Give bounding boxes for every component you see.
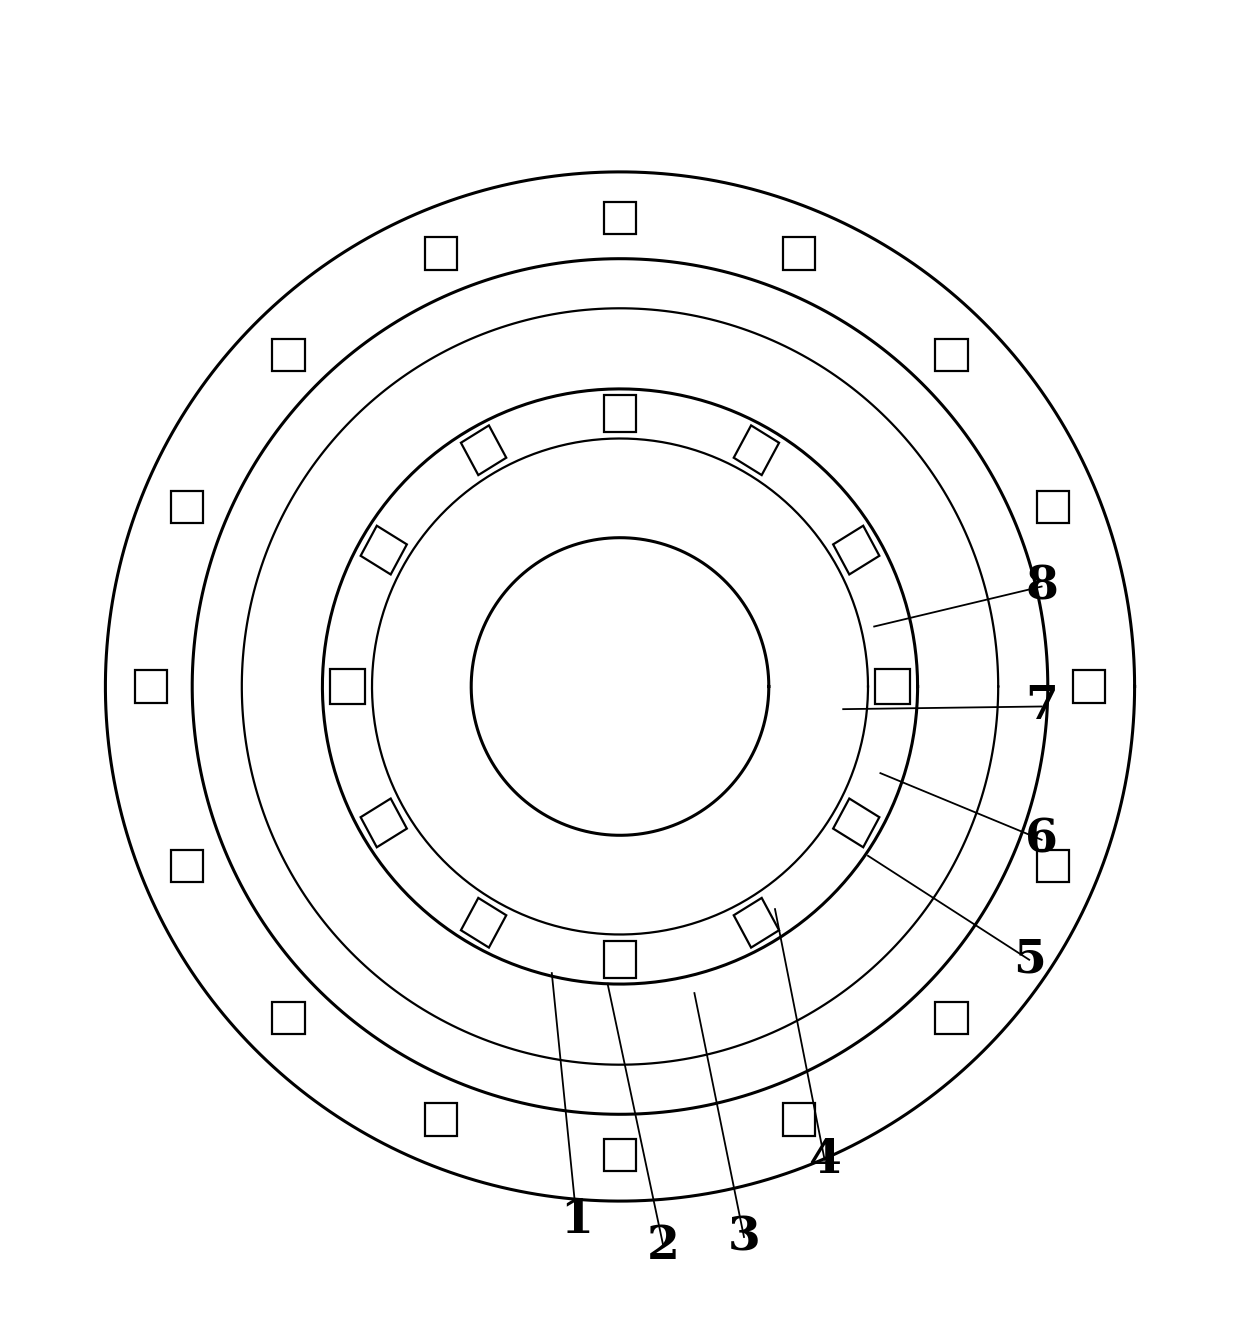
Text: 7: 7 [1025,684,1058,729]
Text: 4: 4 [808,1137,841,1182]
Text: 5: 5 [1013,937,1045,982]
Text: 6: 6 [1025,817,1058,862]
Text: 8: 8 [1025,564,1058,609]
Text: 3: 3 [728,1214,760,1260]
Text: 1: 1 [560,1197,593,1242]
Text: 2: 2 [647,1224,680,1269]
